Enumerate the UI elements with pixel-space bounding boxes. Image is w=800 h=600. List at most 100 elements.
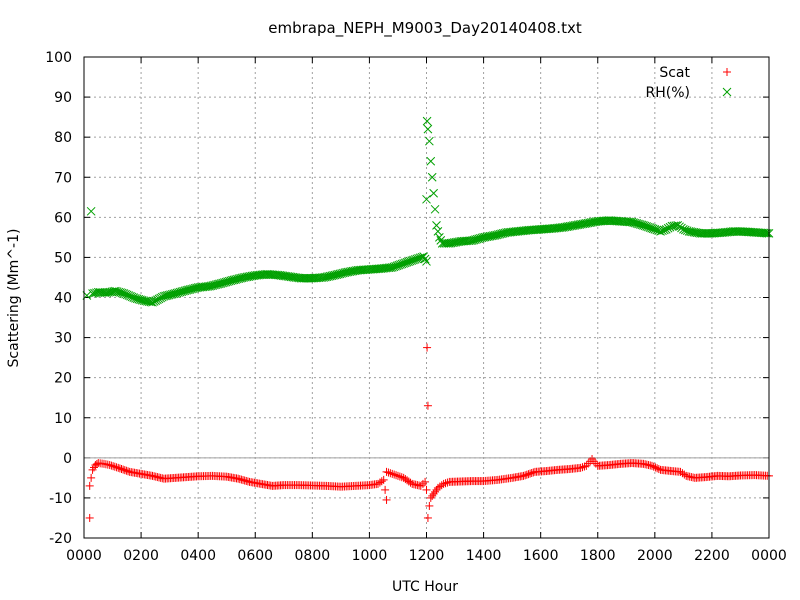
data-point: [105, 461, 114, 470]
data-point: [337, 269, 347, 278]
x-tick-label: 2200: [694, 548, 730, 564]
gridlines: [84, 57, 769, 538]
legend: Scat RH(%): [646, 65, 732, 101]
data-point: [141, 296, 151, 306]
data-point: [157, 292, 167, 302]
data-point: [591, 459, 600, 468]
data-point: [423, 124, 433, 134]
data-point: [85, 481, 94, 490]
data-point: [410, 255, 420, 264]
data-point: [226, 276, 236, 286]
data-point: [443, 478, 452, 487]
data-point: [393, 471, 402, 480]
data-point: [384, 468, 393, 477]
data-point: [132, 294, 142, 304]
data-point: [422, 485, 431, 494]
data-point: [412, 254, 422, 264]
data-point: [180, 286, 190, 296]
data-point: [232, 274, 242, 284]
data-point: [427, 172, 437, 182]
data-point: [377, 477, 386, 486]
legend-label: RH(%): [646, 85, 690, 101]
data-point: [416, 481, 425, 490]
y-tick-label: 40: [54, 291, 72, 307]
data-point: [387, 263, 397, 272]
data-point: [430, 204, 440, 214]
data-point: [386, 469, 395, 478]
data-point: [429, 489, 438, 498]
data-point: [475, 233, 485, 243]
data-point: [382, 467, 391, 476]
data-point: [131, 293, 140, 303]
data-point: [134, 294, 144, 304]
x-tick-label: 1600: [523, 548, 559, 564]
data-point: [420, 254, 430, 264]
data-point: [419, 252, 428, 261]
data-point: [167, 289, 177, 299]
data-point: [629, 218, 638, 227]
data-point: [433, 227, 443, 236]
data-point: [109, 462, 118, 471]
data-point: [187, 284, 196, 294]
data-point: [390, 470, 399, 479]
data-point: [117, 464, 126, 473]
data-point: [627, 217, 637, 227]
x-axis-ticks: 0000 0200 0400 0600 0800 1000 1200 1400 1600 1800…: [66, 57, 787, 564]
data-point: [104, 288, 113, 297]
data-point: [223, 277, 232, 286]
data-point: [418, 479, 427, 488]
data-point: [112, 287, 122, 296]
data-point: [229, 275, 239, 285]
data-point: [179, 286, 188, 296]
data-point: [335, 269, 345, 279]
data-point: [392, 471, 401, 480]
data-point: [208, 281, 218, 290]
data-point: [396, 260, 405, 269]
y-tick-label: 70: [54, 170, 72, 186]
data-point: [642, 222, 652, 231]
data-point: [110, 462, 119, 471]
data-point: [185, 285, 195, 294]
data-point: [159, 291, 169, 301]
y-tick-label: -20: [49, 531, 72, 547]
data-point: [379, 475, 388, 484]
data-point: [653, 464, 662, 473]
data-point: [381, 485, 390, 494]
data-point: [589, 457, 598, 466]
data-point: [405, 256, 415, 266]
data-point: [649, 462, 658, 471]
data-point: [495, 229, 505, 239]
x-tick-label: 1200: [409, 548, 445, 564]
data-point: [213, 279, 223, 289]
data-point: [206, 281, 216, 291]
data-point: [205, 281, 214, 291]
data-point: [471, 235, 480, 245]
data-point: [215, 279, 224, 289]
data-point: [116, 288, 125, 297]
data-point: [519, 471, 528, 480]
data-point: [119, 465, 128, 474]
data-point: [426, 156, 436, 166]
data-point: [406, 478, 415, 487]
data-point: [332, 270, 342, 280]
data-point: [164, 290, 174, 300]
data-point: [85, 513, 94, 522]
data-point: [651, 463, 660, 472]
data-point: [467, 236, 477, 245]
data-point: [211, 280, 221, 290]
x-tick-label: 0600: [237, 548, 273, 564]
data-point: [174, 288, 183, 297]
data-point: [472, 234, 482, 244]
data-point: [404, 257, 413, 267]
data-point: [111, 286, 120, 296]
data-point: [761, 228, 771, 238]
data-point: [143, 296, 152, 306]
data-point: [415, 253, 425, 263]
data-point: [425, 501, 434, 510]
data-point: [521, 471, 530, 480]
data-point: [647, 461, 656, 470]
data-point: [86, 206, 96, 216]
x-tick-label: 0200: [123, 548, 159, 564]
data-point: [172, 288, 182, 298]
